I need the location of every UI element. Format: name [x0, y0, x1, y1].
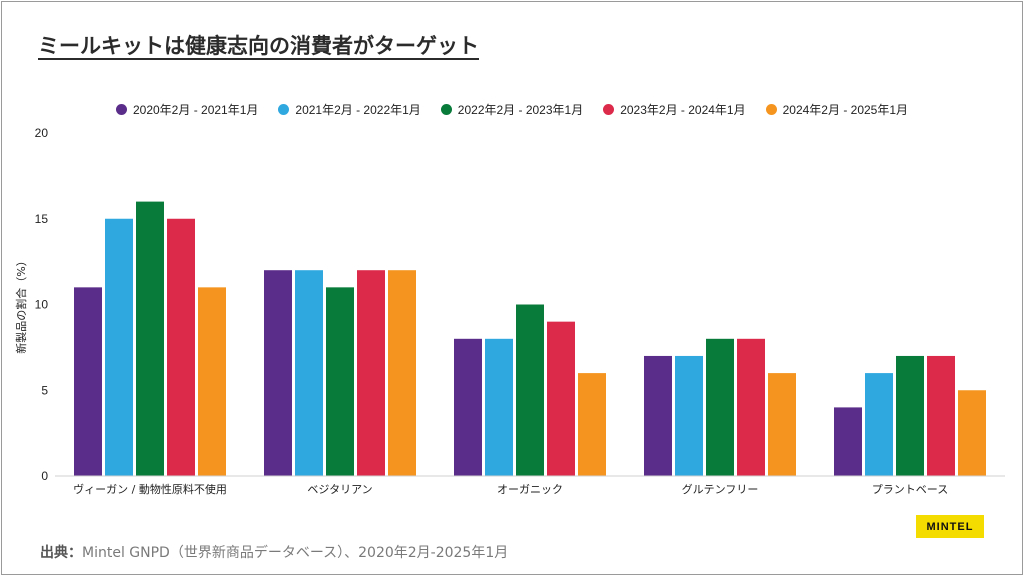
x-tick-label: ヴィーガン / 動物性原料不使用 [73, 482, 227, 496]
source-text: Mintel GNPD（世界新商品データベース）、2020年2月-2025年1月 [82, 545, 509, 561]
y-tick-label: 5 [41, 383, 48, 397]
y-axis-label: 新製品の割合（%） [14, 255, 28, 353]
page-title: ミールキットは健康志向の消費者がターゲット [38, 34, 479, 58]
x-tick-label: オーガニック [497, 483, 563, 496]
x-tick-label: ベジタリアン [307, 483, 372, 496]
legend-marker [115, 104, 127, 115]
bar [105, 218, 133, 476]
bar [357, 270, 385, 476]
bar [516, 304, 544, 476]
bar [167, 218, 195, 476]
bar [768, 373, 796, 476]
legend-label: 2024年2月 - 2025年1月 [782, 103, 909, 117]
y-tick-label: 0 [41, 469, 48, 483]
bar [737, 338, 765, 476]
x-tick-label: グルテンフリー [682, 482, 759, 496]
legend-label: 2023年2月 - 2024年1月 [620, 103, 746, 117]
mintel-logo: MINTEL [916, 515, 984, 538]
legend-marker [765, 104, 777, 115]
bar [547, 321, 575, 476]
legend-marker [278, 104, 290, 115]
y-tick-label: 15 [35, 212, 49, 226]
bar [295, 270, 323, 476]
bar [865, 373, 893, 476]
bar [706, 338, 734, 476]
bar [326, 287, 354, 476]
bar [388, 270, 416, 476]
legend-item: 2024年2月 - 2025年1月 [765, 101, 909, 118]
source-note: 出典：Mintel GNPD（世界新商品データベース）、2020年2月-2025… [40, 542, 508, 562]
bar [896, 355, 924, 476]
y-tick-label: 20 [35, 126, 49, 140]
bar [644, 355, 672, 476]
bar [675, 355, 703, 476]
legend-item: 2023年2月 - 2024年1月 [603, 101, 746, 118]
bar [834, 407, 862, 476]
legend-label: 2022年2月 - 2023年1月 [457, 103, 584, 117]
bar [958, 390, 986, 476]
legend-label: 2020年2月 - 2021年1月 [132, 103, 259, 117]
legend-marker [440, 104, 452, 115]
x-tick-label: プラントベース [872, 483, 948, 496]
bar [485, 338, 513, 476]
legend-marker [603, 104, 615, 115]
bar [198, 287, 226, 476]
chart-legend: 2020年2月 - 2021年1月 2021年2月 - 2022年1月 2022… [0, 101, 1024, 118]
bar [136, 201, 164, 476]
bar [264, 270, 292, 476]
bar [927, 355, 955, 476]
legend-item: 2021年2月 - 2022年1月 [278, 101, 421, 118]
legend-item: 2022年2月 - 2023年1月 [440, 101, 584, 118]
source-label: 出典： [40, 545, 82, 561]
bar [74, 287, 102, 476]
legend-label: 2021年2月 - 2022年1月 [295, 103, 421, 117]
legend-item: 2020年2月 - 2021年1月 [115, 101, 259, 118]
bar [578, 373, 606, 476]
y-tick-label: 10 [35, 298, 49, 312]
bar [454, 338, 482, 476]
